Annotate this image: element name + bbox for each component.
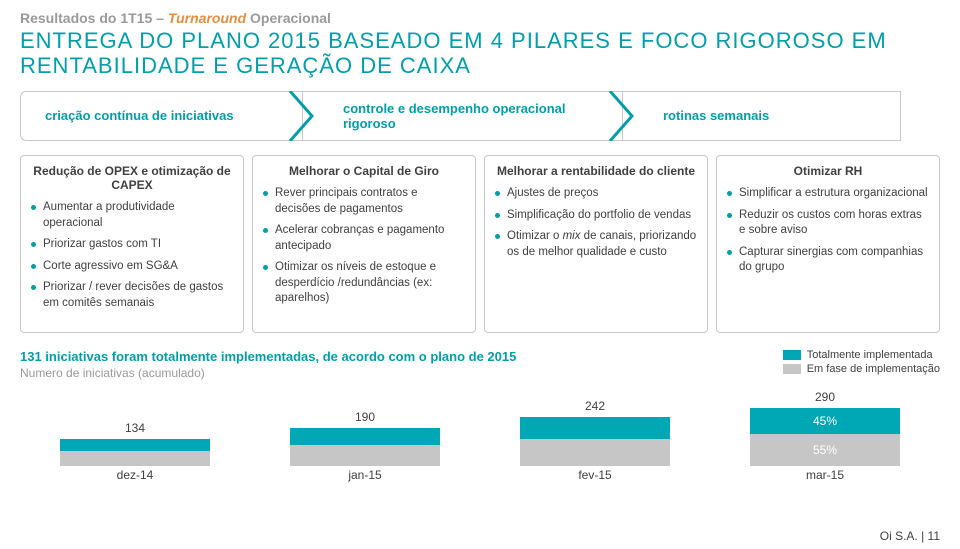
- bar-segment: [520, 439, 670, 466]
- legend: Totalmente implementada Em fase de imple…: [783, 349, 940, 377]
- legend-label-top: Totalmente implementada: [807, 349, 933, 361]
- legend-label-bottom: Em fase de implementação: [807, 363, 940, 375]
- chevron-icon: [288, 92, 316, 140]
- column-list-item: Otimizar o mix de canais, priorizando os…: [495, 229, 697, 260]
- column: Melhorar o Capital de Giro Rever principa…: [252, 155, 476, 333]
- column-list-item: Capturar sinergias com companhias do gru…: [727, 245, 929, 276]
- sub-line: Numero de iniciativas (acumulado): [20, 366, 516, 380]
- footer-text: Oi S.A. | 11: [880, 529, 940, 543]
- column-list-item: Acelerar cobranças e pagamento antecipad…: [263, 223, 465, 254]
- column-list-item: Priorizar gastos com TI: [31, 237, 233, 253]
- bar-segment: [520, 417, 670, 439]
- column-title: Redução de OPEX e otimização de CAPEX: [31, 164, 233, 193]
- x-axis-label: fev-15: [480, 468, 710, 482]
- column-list: Simplificar a estrutura organizacional Re…: [727, 186, 929, 276]
- arrow-row: criação contínua de iniciativas controle…: [20, 91, 940, 141]
- bar-slot: 190: [250, 410, 480, 466]
- arrow-2: controle e desempenho operacional rigoro…: [302, 91, 622, 141]
- arrow-1: criação contínua de iniciativas: [20, 91, 302, 141]
- column-list-item: Otimizar os níveis de estoque e desperdí…: [263, 260, 465, 307]
- arrow-3: rotinas semanais: [622, 91, 901, 141]
- column: Redução de OPEX e otimização de CAPEX Aum…: [20, 155, 244, 333]
- x-axis-label: dez-14: [20, 468, 250, 482]
- column-list-item: Priorizar / rever decisões de gastos em …: [31, 280, 233, 311]
- column-title: Otimizar RH: [727, 164, 929, 178]
- bar-total-label: 190: [355, 410, 375, 424]
- initiatives-line: 131 iniciativas foram totalmente impleme…: [20, 349, 516, 364]
- bar-segment: 55%: [750, 434, 900, 466]
- legend-row-top: Totalmente implementada: [783, 349, 940, 361]
- bar-total-label: 290: [815, 390, 835, 404]
- x-axis: dez-14jan-15fev-15mar-15: [20, 468, 940, 482]
- chevron-icon: [608, 92, 636, 140]
- bar-slot: 242: [480, 399, 710, 465]
- legend-swatch-top: [783, 350, 801, 360]
- bar-stack: [520, 417, 670, 465]
- lower-row: 131 iniciativas foram totalmente impleme…: [20, 349, 940, 380]
- bar-stack: [290, 428, 440, 466]
- bar-segment: [290, 428, 440, 445]
- arrow-1-label: criação contínua de iniciativas: [45, 108, 234, 123]
- bar-total-label: 242: [585, 399, 605, 413]
- x-axis-label: mar-15: [710, 468, 940, 482]
- pre-title-p1: Resultados do 1T15 –: [20, 10, 168, 26]
- pre-title-p2: Turnaround: [168, 10, 246, 26]
- columns-row: Redução de OPEX e otimização de CAPEX Aum…: [20, 155, 940, 333]
- bar-slot: 290 55%45%: [710, 390, 940, 466]
- column-list-item: Ajustes de preços: [495, 186, 697, 202]
- column-list: Aumentar a produtividade operacional Prio…: [31, 200, 233, 311]
- arrow-2-label: controle e desempenho operacional rigoro…: [343, 101, 594, 131]
- column-list-item: Simplificação do portfolio de vendas: [495, 208, 697, 224]
- column-list: Ajustes de preços Simplificação do portfo…: [495, 186, 697, 260]
- bar-total-label: 134: [125, 421, 145, 435]
- bar-stack: [60, 439, 210, 466]
- arrow-3-label: rotinas semanais: [663, 108, 769, 123]
- bar-segment: [60, 439, 210, 451]
- column: Otimizar RH Simplificar a estrutura organ…: [716, 155, 940, 333]
- main-title: ENTREGA DO PLANO 2015 BASEADO EM 4 PILAR…: [20, 28, 940, 79]
- column-list-item: Reduzir os custos com horas extras e sob…: [727, 208, 929, 239]
- column-title: Melhorar a rentabilidade do cliente: [495, 164, 697, 178]
- x-axis-label: jan-15: [250, 468, 480, 482]
- column-list-item: Aumentar a produtividade operacional: [31, 200, 233, 231]
- pre-title: Resultados do 1T15 – Turnaround Operacio…: [20, 10, 940, 26]
- bar-segment: [290, 445, 440, 466]
- column: Melhorar a rentabilidade do cliente Ajust…: [484, 155, 708, 333]
- bar-segment: 45%: [750, 408, 900, 434]
- legend-row-bottom: Em fase de implementação: [783, 363, 940, 375]
- legend-swatch-bottom: [783, 364, 801, 374]
- bar-stack: 55%45%: [750, 408, 900, 466]
- bar-segment: [60, 451, 210, 466]
- column-list-item: Simplificar a estrutura organizacional: [727, 186, 929, 202]
- bar-slot: 134: [20, 421, 250, 466]
- stacked-bar-chart: 134 190 242 290 55%45%: [20, 384, 940, 466]
- column-list-item: Rever principais contratos e decisões de…: [263, 186, 465, 217]
- pre-title-p3: Operacional: [246, 10, 331, 26]
- column-title: Melhorar o Capital de Giro: [263, 164, 465, 178]
- column-list: Rever principais contratos e decisões de…: [263, 186, 465, 307]
- column-list-item: Corte agressivo em SG&A: [31, 259, 233, 275]
